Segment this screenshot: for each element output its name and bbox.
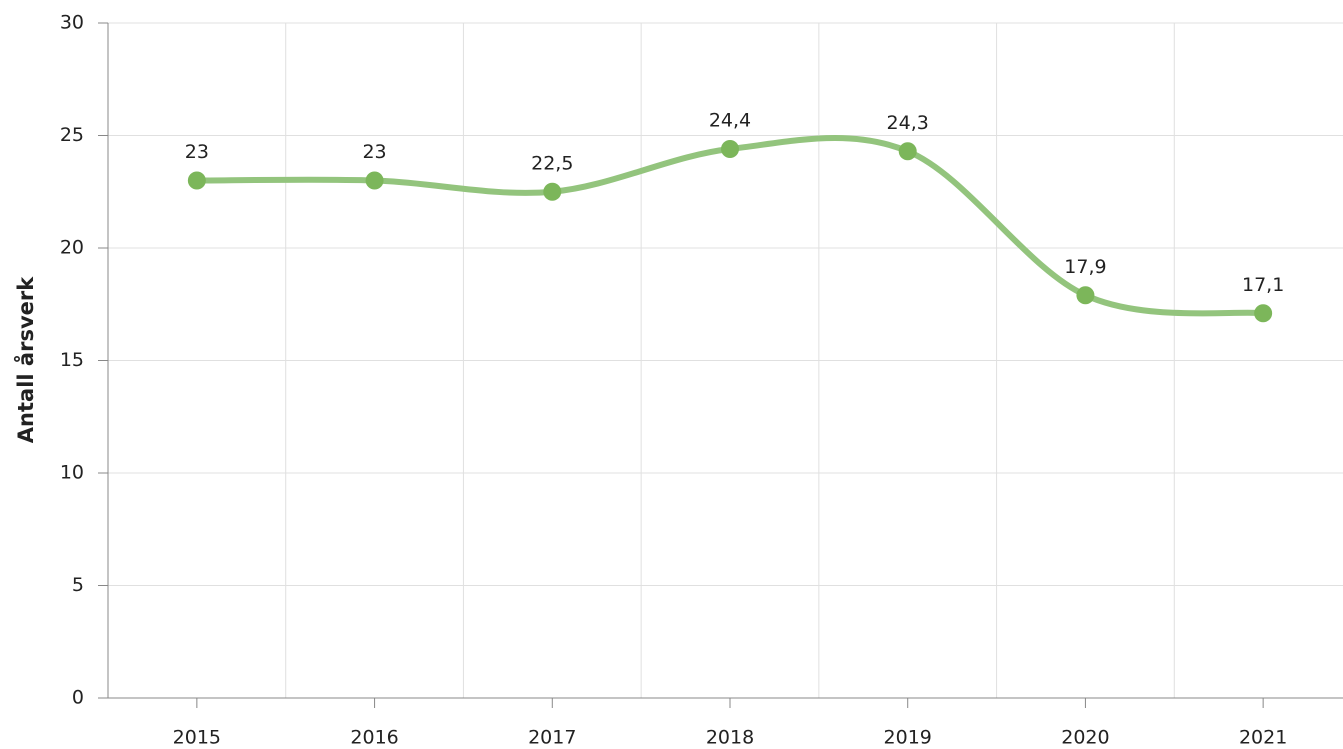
point (365, 171, 384, 190)
y-tick-label: 30 (60, 12, 84, 34)
point (1076, 286, 1095, 305)
y-axis-label: Antall årsverk (13, 276, 38, 443)
data-label: 22,5 (531, 152, 573, 174)
y-tick-label: 15 (60, 349, 84, 371)
x-tick-label: 2020 (1061, 727, 1109, 749)
y-tick-label: 10 (60, 462, 84, 484)
data-label: 23 (185, 141, 209, 163)
x-tick-label: 2017 (528, 727, 576, 749)
point (721, 140, 739, 158)
point (543, 182, 562, 201)
data-label: 23 (362, 141, 386, 163)
x-tick-label: 2015 (173, 727, 221, 749)
series-line (193, 135, 1267, 317)
data-label: 24,3 (887, 112, 929, 134)
x-tick-label: 2019 (884, 727, 932, 749)
x-tick-label: 2021 (1239, 727, 1287, 749)
y-tick-label: 5 (72, 574, 84, 596)
data-label: 24,4 (709, 110, 751, 132)
point (898, 142, 917, 161)
x-tick-label: 2018 (706, 727, 754, 749)
point (1254, 304, 1273, 323)
data-label: 17,1 (1242, 274, 1284, 296)
y-tick-label: 25 (60, 124, 84, 146)
y-tick-label: 20 (60, 237, 84, 259)
point (187, 171, 206, 190)
data-label: 17,9 (1064, 256, 1106, 278)
x-tick-label: 2016 (350, 727, 398, 749)
y-tick-label: 0 (72, 687, 84, 709)
